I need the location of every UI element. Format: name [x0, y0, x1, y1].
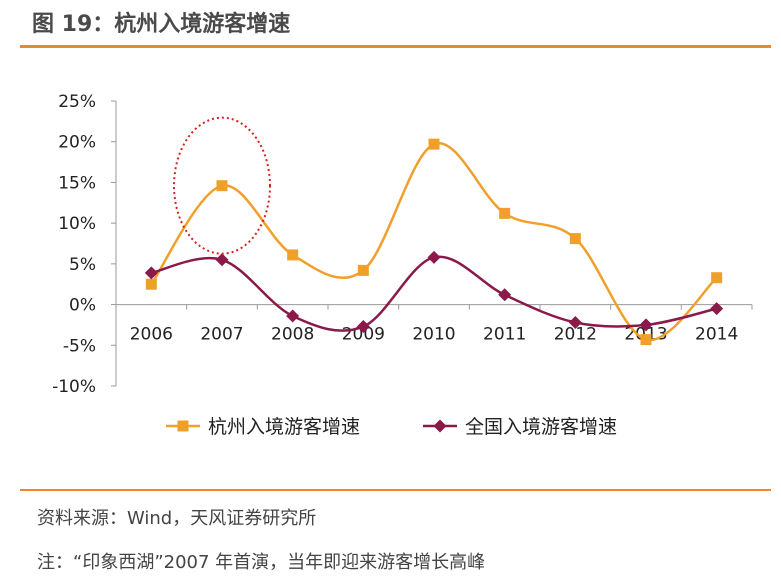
series-hangzhou-point [711, 272, 723, 284]
source-text: 资料来源：Wind，天风证券研究所 [37, 508, 317, 529]
annotation-ellipse [173, 116, 271, 255]
series-national-point [498, 288, 512, 302]
series-hangzhou-point [569, 233, 581, 245]
series-national-point [286, 309, 300, 323]
series-hangzhou-point [357, 264, 369, 276]
series-national-point [710, 302, 724, 316]
series-hangzhou-point [216, 180, 228, 192]
line-chart: -10%-5%0%5%10%15%20%25% 2006 2007 2008 2009… [52, 92, 753, 438]
series-national-point [144, 266, 158, 280]
series-hangzhou-point [428, 138, 440, 150]
legend-marker [433, 419, 447, 433]
legend-label: 全国入境游客增速 [465, 416, 617, 438]
series-hangzhou-point [499, 207, 511, 219]
x-tick-label: 2006 [130, 325, 173, 345]
y-tick-label: -10% [52, 377, 96, 397]
series-national-point [568, 315, 582, 329]
x-tick-label: 2010 [412, 325, 455, 345]
series-national [144, 250, 724, 334]
note-text: 注：“印象西湖”2007 年首演，当年即迎来游客增长高峰 [37, 552, 486, 573]
y-tick-label: 10% [58, 214, 96, 234]
series-group [144, 138, 724, 346]
legend-label: 杭州入境游客增速 [208, 416, 360, 438]
title-divider [20, 45, 771, 48]
series-national-point [427, 250, 441, 264]
legend-item-hangzhou: 杭州入境游客增速 [166, 416, 360, 438]
x-tick-label: 2007 [200, 325, 243, 345]
series-national-line [151, 255, 717, 332]
y-tick-group: -10% -5% 0% 5% 10% 15% 20% 25% [52, 92, 116, 397]
series-hangzhou [145, 138, 723, 346]
y-tick-label: 15% [58, 173, 96, 193]
x-tick-label: 2012 [554, 325, 597, 345]
series-national-point [215, 253, 229, 267]
y-tick-label: -5% [63, 336, 96, 356]
y-axis: -10% -5% 0% 5% 10% 15% 20% 25% [52, 92, 117, 397]
footer-divider [20, 489, 771, 491]
series-national-point [639, 318, 653, 332]
series-hangzhou-line [150, 142, 718, 342]
x-tick-label: 2011 [483, 325, 526, 345]
x-tick-label: 2008 [271, 325, 314, 345]
series-hangzhou-point [145, 278, 157, 290]
series-hangzhou-point [640, 334, 652, 346]
legend-item-national: 全国入境游客增速 [423, 416, 617, 438]
y-tick-label: 5% [69, 255, 96, 275]
y-tick-label: 25% [58, 92, 96, 112]
series-hangzhou-point [287, 249, 299, 261]
x-tick-label: 2014 [695, 325, 738, 345]
y-tick-label: 20% [58, 133, 96, 153]
x-axis: 200620072008200920102011201220132014 [115, 304, 753, 345]
series-national-point [356, 320, 370, 334]
legend: 杭州入境游客增速 全国入境游客增速 [166, 416, 617, 438]
x-tick-group: 200620072008200920102011201220132014 [115, 304, 753, 345]
figure-title: 图 19：杭州入境游客增速 [32, 12, 291, 37]
y-tick-label: 0% [69, 296, 96, 316]
legend-marker [177, 420, 189, 432]
